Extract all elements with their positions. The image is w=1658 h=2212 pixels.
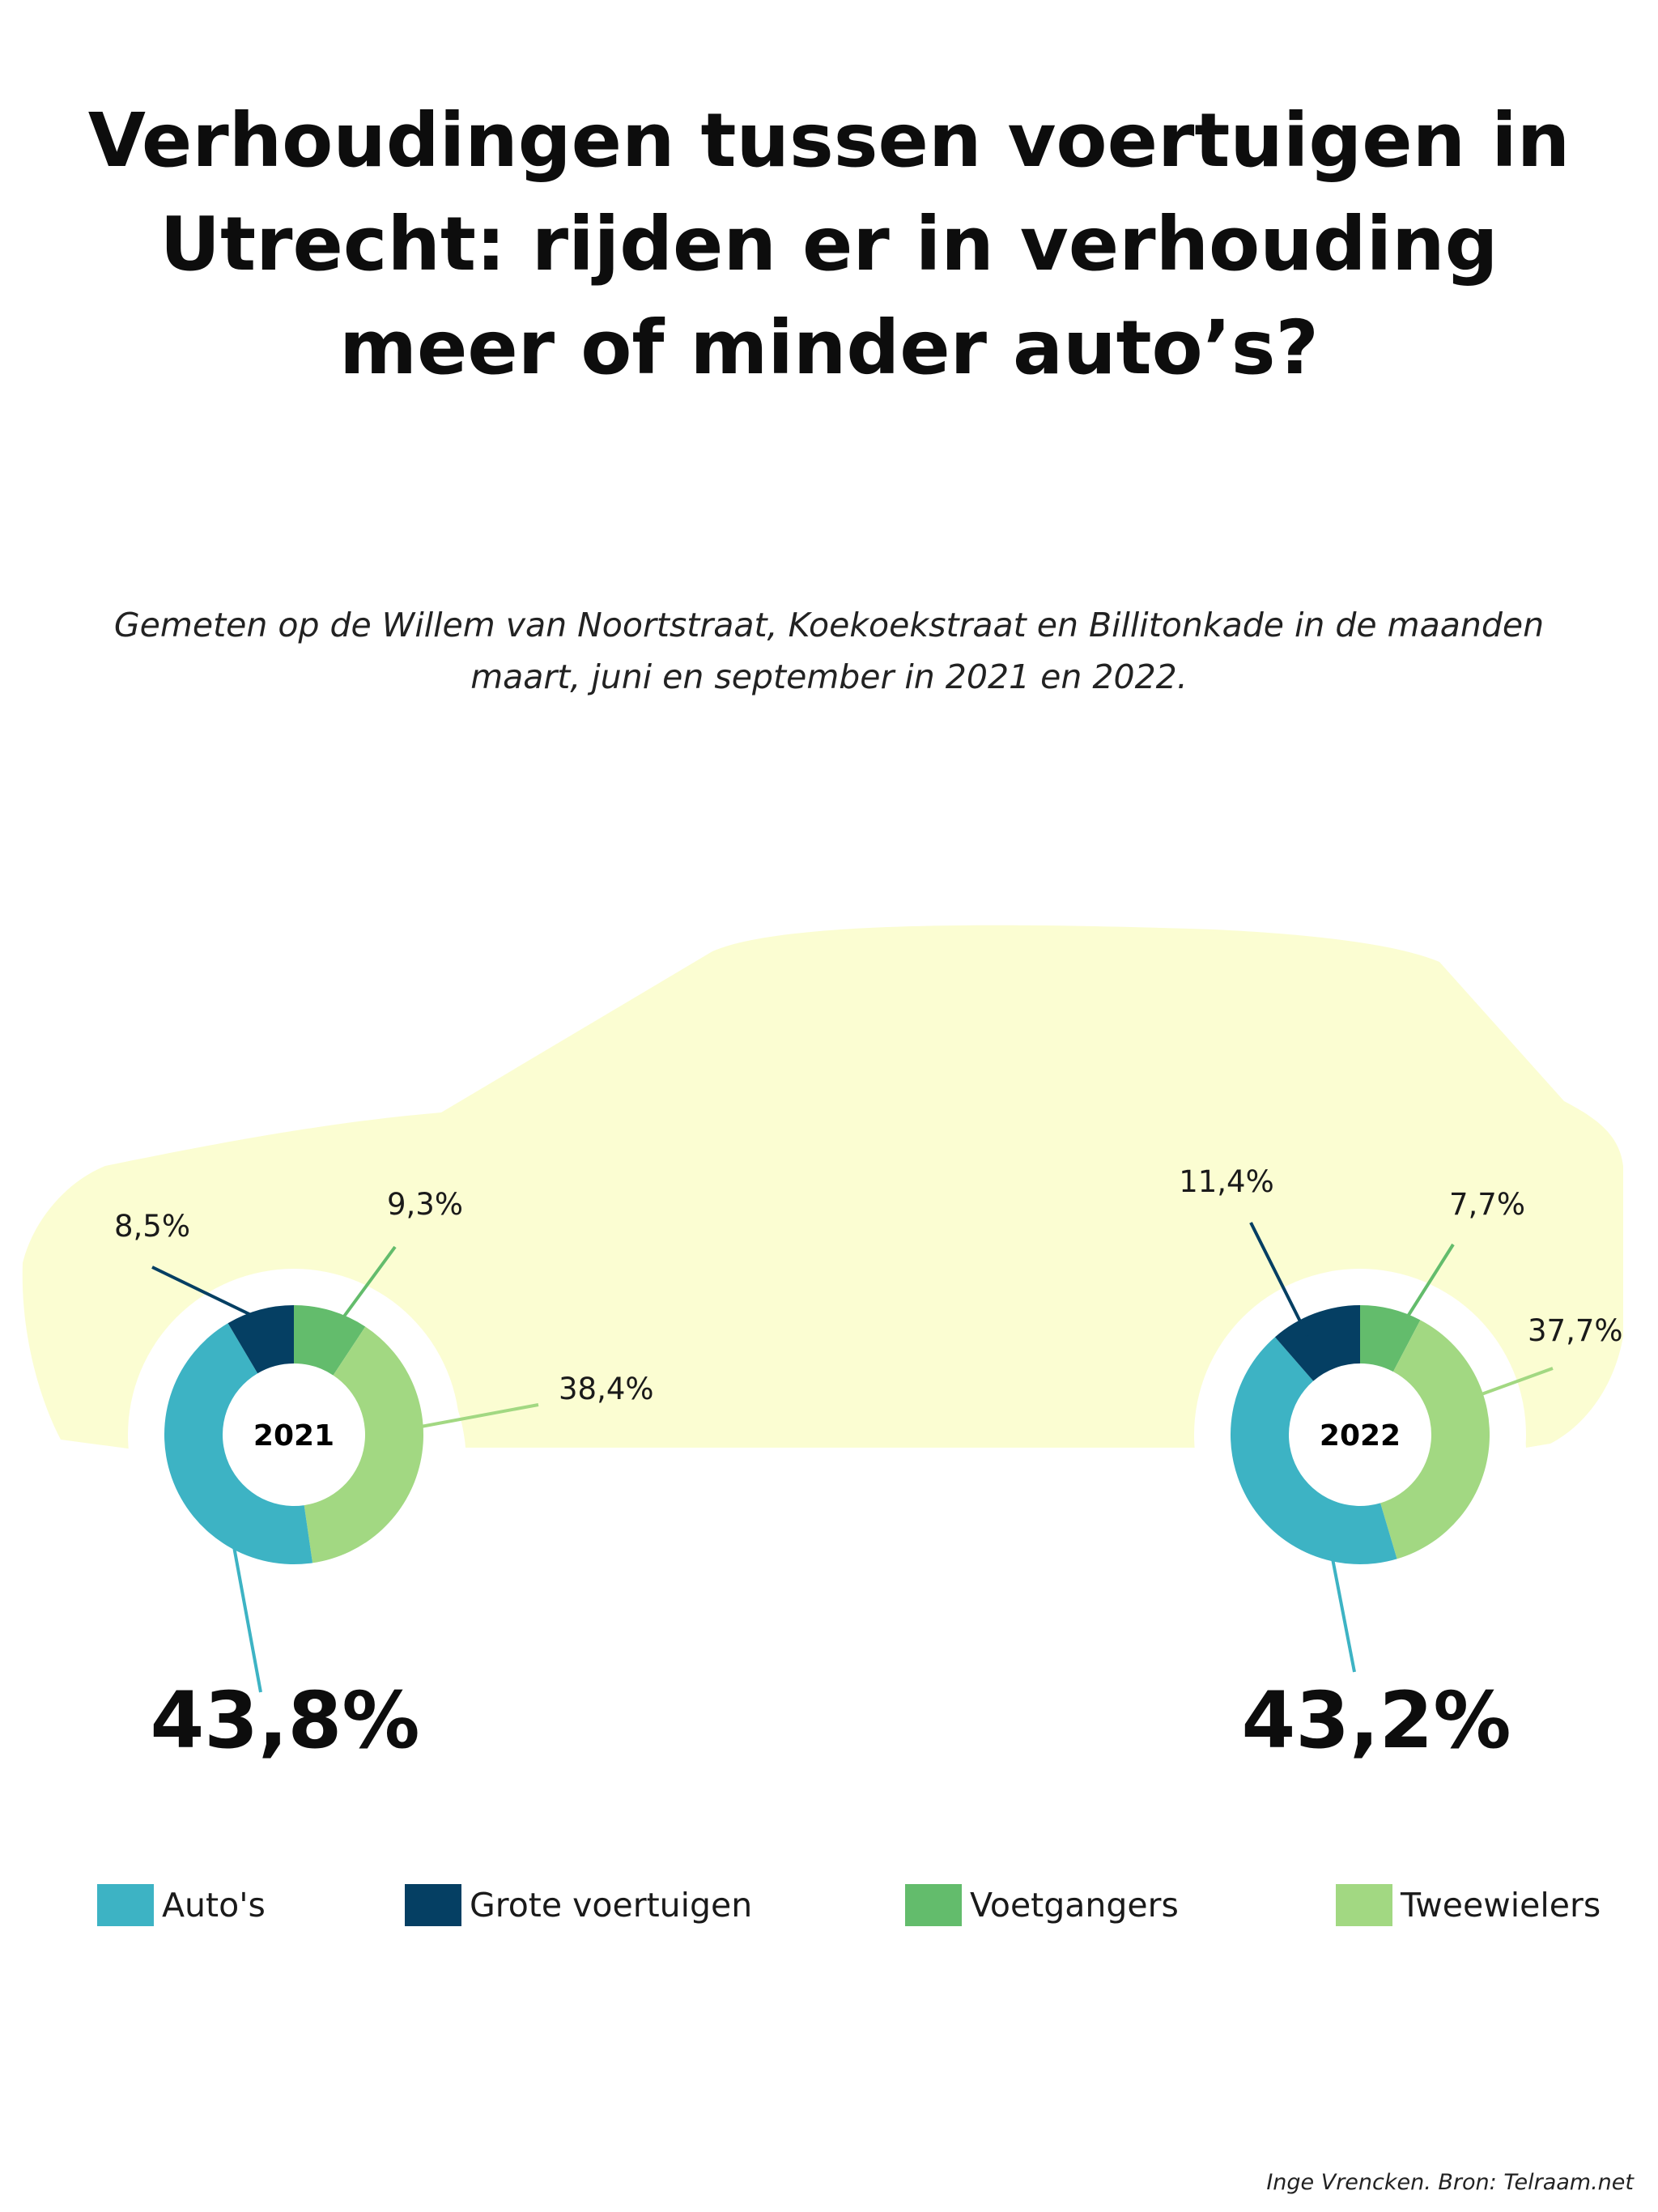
- callout-line-tweewielers: [420, 1403, 539, 1428]
- legend-item-tweewielers: Tweewielers: [1336, 1882, 1601, 1928]
- legend-item-voetgangers: Voetgangers: [905, 1882, 1179, 1928]
- legend-label-tweewielers: Tweewielers: [1401, 1886, 1601, 1925]
- callout-label-grote-voertuigen: 11,4%: [1179, 1164, 1274, 1199]
- callout-label-voetgangers: 7,7%: [1449, 1187, 1525, 1222]
- legend-swatch-tweewielers: [1336, 1884, 1392, 1926]
- donut-slice-voetgangers-2021: [294, 1305, 366, 1376]
- callout-label-grote-voertuigen: 8,5%: [114, 1209, 190, 1244]
- callout-line-voetgangers: [335, 1245, 397, 1328]
- legend-label-grote-voertuigen: Grote voertuigen: [470, 1886, 753, 1925]
- donut-slice-autos-2021: [164, 1323, 313, 1564]
- donut-slice-grote-voertuigen-2022: [1274, 1304, 1360, 1381]
- donut-slice-autos-2022: [1231, 1337, 1397, 1564]
- chart-subtitle: Gemeten op de Willem van Noortstraat, Ko…: [113, 606, 1545, 696]
- donut-slice-voetgangers-2022: [1360, 1305, 1421, 1372]
- legend-swatch-grote-voertuigen: [405, 1884, 461, 1926]
- donut-chart-2021: 2021 9,3% 38,4% 43,8% 8,5%: [114, 1187, 654, 1766]
- callout-line-tweewielers: [1481, 1367, 1554, 1396]
- big-value-autos: 43,2%: [1241, 1675, 1511, 1766]
- car-silhouette: [22, 925, 1624, 1449]
- legend-swatch-voetgangers: [905, 1884, 962, 1926]
- source-credit: Inge Vrencken. Bron: Telraam.net: [1266, 2170, 1634, 2195]
- donut-slice-tweewielers-2022: [1380, 1320, 1490, 1559]
- legend-label-voetgangers: Voetgangers: [970, 1886, 1179, 1925]
- donut-slice-tweewielers-2021: [304, 1326, 423, 1563]
- legend-item-grote-voertuigen: Grote voertuigen: [405, 1882, 752, 1928]
- legend-item-autos: Auto's: [97, 1882, 266, 1928]
- callout-line-voetgangers: [1403, 1243, 1455, 1323]
- callout-label-tweewielers: 37,7%: [1528, 1313, 1623, 1348]
- legend-label-autos: Auto's: [162, 1886, 266, 1925]
- callout-line-autos: [1330, 1554, 1356, 1673]
- callout-label-tweewielers: 38,4%: [559, 1372, 654, 1406]
- legend-swatch-autos: [97, 1884, 154, 1926]
- donut-slice-grote-voertuigen-2021: [227, 1304, 294, 1374]
- legend: Auto's Grote voertuigen Voetgangers Twee…: [97, 1882, 1619, 1931]
- donut-center-year: 2022: [1320, 1419, 1401, 1453]
- callout-line-grote-voertuigen: [1249, 1222, 1309, 1337]
- big-value-autos: 43,8%: [150, 1675, 419, 1766]
- callout-line-autos: [232, 1542, 262, 1693]
- donut-chart-2022: 2022 7,7% 37,7% 43,2% 11,4%: [1179, 1164, 1622, 1766]
- donut-center-year: 2021: [253, 1419, 334, 1453]
- callout-label-voetgangers: 9,3%: [387, 1187, 463, 1222]
- chart-title: Verhoudingen tussen voertuigen in Utrech…: [87, 97, 1571, 391]
- callout-line-grote-voertuigen: [151, 1266, 253, 1317]
